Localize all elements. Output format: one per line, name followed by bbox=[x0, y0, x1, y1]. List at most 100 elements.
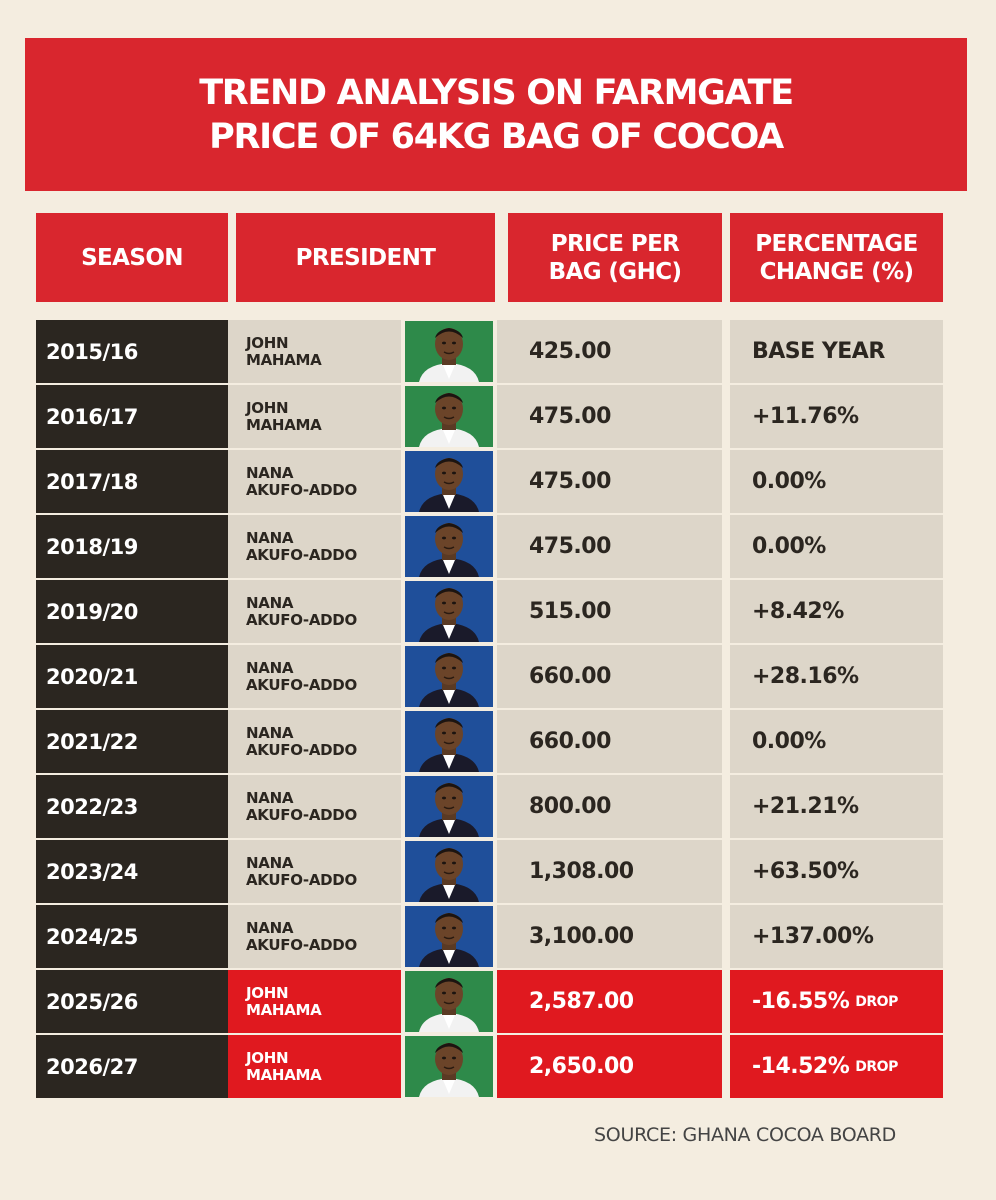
drop-label: DROP bbox=[855, 993, 898, 1010]
percentage-value: -14.52% bbox=[752, 1054, 850, 1079]
price-cell: 475.00 bbox=[497, 450, 722, 513]
president-name-line: NANA bbox=[246, 658, 294, 677]
percentage-value: 0.00% bbox=[752, 534, 826, 559]
akufo-addo-photo-icon bbox=[405, 581, 493, 642]
percentage-cell: 0.00% bbox=[730, 450, 943, 513]
season-cell: 2020/21 bbox=[36, 645, 228, 708]
header-price: PRICE PER BAG (GHC) bbox=[508, 213, 722, 302]
president-name-line: JOHN bbox=[246, 398, 289, 417]
president-name-line: NANA bbox=[246, 463, 294, 482]
percentage-value: +11.76% bbox=[752, 404, 859, 429]
akufo-addo-photo-icon bbox=[405, 516, 493, 577]
percentage-cell: +63.50% bbox=[730, 840, 943, 903]
president-cell: NANA AKUFO-ADDO bbox=[228, 450, 401, 513]
percentage-cell: +21.21% bbox=[730, 775, 943, 838]
season-cell: 2025/26 bbox=[36, 970, 228, 1033]
akufo-addo-photo-icon bbox=[405, 841, 493, 902]
season-cell: 2021/22 bbox=[36, 710, 228, 773]
percentage-cell: +11.76% bbox=[730, 385, 943, 448]
percentage-value: 0.00% bbox=[752, 729, 826, 754]
price-cell: 425.00 bbox=[497, 320, 722, 383]
header-president-label: PRESIDENT bbox=[295, 244, 436, 271]
president-name-line: NANA bbox=[246, 918, 294, 937]
source-note: SOURCE: GHANA COCOA BOARD bbox=[594, 1124, 896, 1146]
president-name-line: MAHAMA bbox=[246, 1065, 322, 1084]
president-cell: NANA AKUFO-ADDO bbox=[228, 905, 401, 968]
header-president: PRESIDENT bbox=[236, 213, 495, 302]
title-line-2: PRICE OF 64KG BAG OF COCOA bbox=[209, 116, 784, 157]
president-cell: JOHN MAHAMA bbox=[228, 320, 401, 383]
season-cell: 2019/20 bbox=[36, 580, 228, 643]
president-name-line: AKUFO-ADDO bbox=[246, 870, 357, 889]
president-name-line: AKUFO-ADDO bbox=[246, 935, 357, 954]
akufo-addo-photo-icon bbox=[405, 906, 493, 967]
akufo-addo-photo-icon bbox=[405, 776, 493, 837]
akufo-addo-photo-icon bbox=[405, 646, 493, 707]
president-name-line: NANA bbox=[246, 853, 294, 872]
title-banner: TREND ANALYSIS ON FARMGATE PRICE OF 64KG… bbox=[25, 38, 967, 191]
season-cell: 2026/27 bbox=[36, 1035, 228, 1098]
president-cell: NANA AKUFO-ADDO bbox=[228, 710, 401, 773]
header-percentage-line-1: PERCENTAGE bbox=[755, 230, 918, 257]
percentage-cell: 0.00% bbox=[730, 515, 943, 578]
season-cell: 2017/18 bbox=[36, 450, 228, 513]
percentage-cell: +8.42% bbox=[730, 580, 943, 643]
header-season: SEASON bbox=[36, 213, 228, 302]
drop-label: DROP bbox=[855, 1058, 898, 1075]
president-name-line: AKUFO-ADDO bbox=[246, 480, 357, 499]
president-cell: NANA AKUFO-ADDO bbox=[228, 515, 401, 578]
president-name-line: AKUFO-ADDO bbox=[246, 805, 357, 824]
mahama-photo-icon bbox=[405, 321, 493, 382]
season-cell: 2016/17 bbox=[36, 385, 228, 448]
president-cell: JOHN MAHAMA bbox=[228, 1035, 401, 1098]
president-name-line: NANA bbox=[246, 528, 294, 547]
president-name-line: AKUFO-ADDO bbox=[246, 740, 357, 759]
president-name-line: AKUFO-ADDO bbox=[246, 610, 357, 629]
percentage-cell: -14.52% DROP bbox=[730, 1035, 943, 1098]
percentage-value: +28.16% bbox=[752, 664, 859, 689]
season-cell: 2015/16 bbox=[36, 320, 228, 383]
price-cell: 800.00 bbox=[497, 775, 722, 838]
president-name-line: MAHAMA bbox=[246, 1000, 322, 1019]
percentage-value: +8.42% bbox=[752, 599, 844, 624]
season-cell: 2022/23 bbox=[36, 775, 228, 838]
percentage-value: 0.00% bbox=[752, 469, 826, 494]
header-season-label: SEASON bbox=[81, 244, 183, 271]
percentage-cell: +137.00% bbox=[730, 905, 943, 968]
president-cell: NANA AKUFO-ADDO bbox=[228, 775, 401, 838]
president-cell: NANA AKUFO-ADDO bbox=[228, 645, 401, 708]
president-name-line: MAHAMA bbox=[246, 415, 322, 434]
price-cell: 1,308.00 bbox=[497, 840, 722, 903]
president-name-line: AKUFO-ADDO bbox=[246, 675, 357, 694]
price-cell: 2,650.00 bbox=[497, 1035, 722, 1098]
percentage-value: +137.00% bbox=[752, 924, 874, 949]
president-name-line: JOHN bbox=[246, 333, 289, 352]
price-cell: 475.00 bbox=[497, 385, 722, 448]
president-name-line: JOHN bbox=[246, 1048, 289, 1067]
mahama-photo-icon bbox=[405, 971, 493, 1032]
percentage-value: -16.55% bbox=[752, 989, 850, 1014]
title-line-1: TREND ANALYSIS ON FARMGATE bbox=[199, 72, 794, 113]
header-percentage: PERCENTAGE CHANGE (%) bbox=[730, 213, 943, 302]
percentage-cell: 0.00% bbox=[730, 710, 943, 773]
president-name-line: JOHN bbox=[246, 983, 289, 1002]
season-cell: 2023/24 bbox=[36, 840, 228, 903]
header-price-line-2: BAG (GHC) bbox=[548, 258, 682, 285]
percentage-cell: +28.16% bbox=[730, 645, 943, 708]
mahama-photo-icon bbox=[405, 386, 493, 447]
akufo-addo-photo-icon bbox=[405, 711, 493, 772]
price-cell: 3,100.00 bbox=[497, 905, 722, 968]
season-cell: 2024/25 bbox=[36, 905, 228, 968]
season-cell: 2018/19 bbox=[36, 515, 228, 578]
price-cell: 2,587.00 bbox=[497, 970, 722, 1033]
president-name-line: NANA bbox=[246, 788, 294, 807]
percentage-cell: -16.55% DROP bbox=[730, 970, 943, 1033]
price-cell: 515.00 bbox=[497, 580, 722, 643]
percentage-value: BASE YEAR bbox=[752, 339, 885, 364]
president-cell: JOHN MAHAMA bbox=[228, 970, 401, 1033]
percentage-value: +21.21% bbox=[752, 794, 859, 819]
president-name-line: NANA bbox=[246, 723, 294, 742]
price-cell: 660.00 bbox=[497, 645, 722, 708]
akufo-addo-photo-icon bbox=[405, 451, 493, 512]
